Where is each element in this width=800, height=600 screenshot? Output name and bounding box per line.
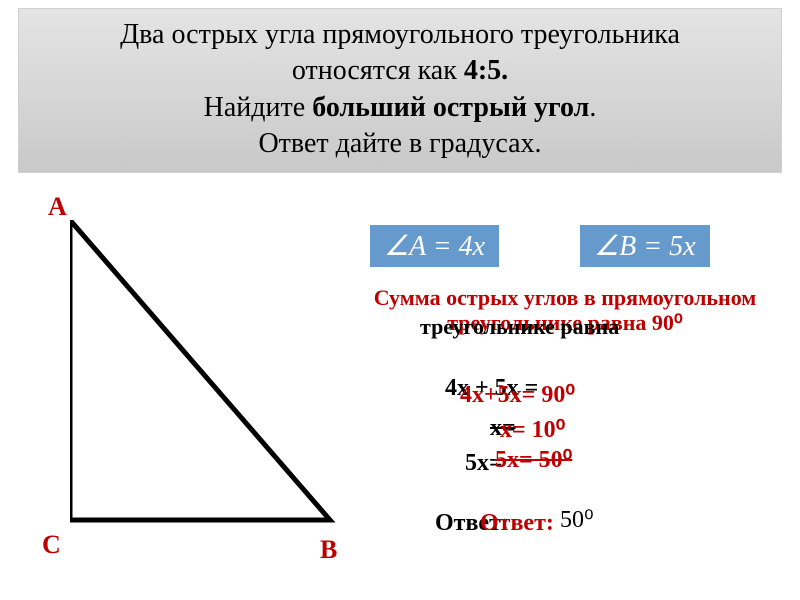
header-line-4: Ответ дайте в градусах. [19,126,781,162]
header-line-3b: больший острый угол [312,92,589,123]
answer-label-red: Ответ: [480,510,554,537]
calc-line-3-red: 5x= 50⁰ [495,445,572,474]
header-line-1: Два острых угла прямоугольного треугольн… [19,17,781,53]
black-overlay-text: треугольнике равна [420,314,619,340]
problem-header: Два острых угла прямоугольного треугольн… [18,8,782,173]
formula-angle-A: ∠A = 4x [370,225,499,267]
formula-angle-B-text: ∠B = 5x [594,231,696,262]
red-statement-line1: Сумма острых углов в прямоугольном [355,285,775,311]
answer-value: 50⁰ [560,505,594,534]
header-line-3: Найдите больший острый угол. [19,90,781,126]
vertex-B: B [320,535,337,565]
calc-line-2-red: x= 10⁰ [500,415,565,444]
vertex-A: A [48,192,67,222]
header-line-3a: Найдите [204,92,313,123]
formula-angle-A-text: ∠A = 4x [384,231,485,262]
header-line-3c: . [589,92,596,123]
header-line-2: относятся как 4:5. [19,53,781,89]
header-line-2b: 4:5. [464,55,508,86]
formula-angle-B: ∠B = 5x [580,225,710,267]
calc-line-1-red: 4x+5x= 90⁰ [460,380,575,409]
triangle-shape [70,220,330,520]
header-line-2a: относятся как [292,55,464,86]
triangle-figure [70,220,340,540]
vertex-C: C [42,530,61,560]
